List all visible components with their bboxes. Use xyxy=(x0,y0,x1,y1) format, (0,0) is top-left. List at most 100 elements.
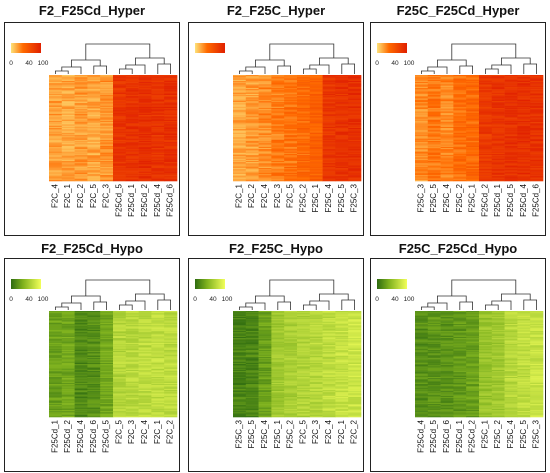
heatmap-cell xyxy=(440,143,454,145)
heatmap-cell xyxy=(100,339,114,341)
heatmap-cell xyxy=(138,100,152,103)
heatmap-cell xyxy=(74,129,88,131)
heatmap-cell xyxy=(271,371,285,373)
heatmap-cell xyxy=(87,109,101,111)
heatmap-cell xyxy=(61,91,75,93)
heatmap-cell xyxy=(245,166,259,169)
heatmap-cell xyxy=(125,126,139,129)
heatmap-cell xyxy=(427,143,441,145)
heatmap-cell xyxy=(100,378,114,380)
heatmap-cell xyxy=(440,119,454,122)
heatmap-cell xyxy=(284,129,298,131)
color-key-tick: 40 xyxy=(391,60,399,67)
heatmap-cell xyxy=(466,162,480,164)
heatmap-cell xyxy=(233,177,247,179)
heatmap-cell xyxy=(164,313,178,315)
heatmap-cell xyxy=(87,150,101,152)
heatmap-cell xyxy=(348,368,362,371)
heatmap-cell xyxy=(100,83,114,85)
heatmap-cell xyxy=(258,149,272,151)
heatmap-cell xyxy=(335,144,349,146)
heatmap-cell xyxy=(138,322,152,325)
heatmap-cell xyxy=(415,315,429,318)
heatmap-cell xyxy=(322,98,336,101)
heatmap-cell xyxy=(491,179,505,182)
heatmap-cell xyxy=(415,329,429,332)
heatmap-cell xyxy=(74,123,88,125)
heatmap-cell xyxy=(87,89,101,91)
heatmap-cell xyxy=(427,125,441,128)
heatmap-cell xyxy=(309,75,323,77)
heatmap-cell xyxy=(100,411,114,413)
heatmap-cell xyxy=(233,388,247,391)
heatmap-cell xyxy=(322,411,336,413)
heatmap-cell xyxy=(440,142,454,144)
heatmap-cell xyxy=(297,329,311,332)
heatmap-cell xyxy=(87,157,101,159)
heatmap-cell xyxy=(113,405,127,407)
heatmap-cell xyxy=(479,79,493,82)
heatmap-cell xyxy=(125,327,139,329)
heatmap-cell xyxy=(74,355,88,358)
heatmap-cell xyxy=(258,332,272,334)
heatmap-cell xyxy=(61,85,75,88)
heatmap-cell xyxy=(271,159,285,162)
heatmap-cell xyxy=(479,142,493,144)
heatmap-cell xyxy=(49,152,63,155)
heatmap-cell xyxy=(87,138,101,141)
heatmap-cell xyxy=(258,393,272,395)
heatmap-cell xyxy=(297,333,311,335)
heatmap-cell xyxy=(348,378,362,380)
heatmap-cell xyxy=(348,372,362,374)
heatmap-cell xyxy=(138,396,152,399)
heatmap-cell xyxy=(245,333,259,335)
heatmap-cell xyxy=(61,105,75,108)
heatmap-cell xyxy=(335,313,349,315)
heatmap-cell xyxy=(271,404,285,406)
heatmap-cell xyxy=(87,369,101,372)
heatmap-cell xyxy=(348,346,362,348)
heatmap-cell xyxy=(348,402,362,405)
heatmap-column xyxy=(335,75,349,182)
heatmap-cell xyxy=(440,396,454,399)
heatmap-cell xyxy=(284,128,298,130)
heatmap-cell xyxy=(125,388,139,391)
heatmap-cell xyxy=(453,379,467,381)
heatmap-cell xyxy=(284,332,298,334)
heatmap-cell xyxy=(74,119,88,122)
heatmap-cell xyxy=(87,408,101,411)
heatmap-cell xyxy=(125,152,139,155)
heatmap-cell xyxy=(348,369,362,372)
heatmap-cell xyxy=(504,91,518,93)
heatmap-cell xyxy=(138,375,152,378)
heatmap-cell xyxy=(530,95,544,97)
heatmap-cell xyxy=(245,315,259,318)
heatmap-cell xyxy=(233,160,247,163)
heatmap-cell xyxy=(297,327,311,329)
heatmap-cell xyxy=(297,115,311,117)
heatmap-cell xyxy=(491,95,505,97)
heatmap-cell xyxy=(348,99,362,102)
heatmap-cell xyxy=(271,345,285,347)
heatmap-cell xyxy=(138,320,152,322)
heatmap-cell xyxy=(453,157,467,159)
heatmap-cell xyxy=(284,87,298,90)
heatmap-cell xyxy=(348,351,362,353)
heatmap-cell xyxy=(271,413,285,415)
heatmap-cell xyxy=(440,145,454,148)
heatmap-cell xyxy=(479,119,493,122)
heatmap-cell xyxy=(245,381,259,384)
heatmap-cell xyxy=(466,150,480,152)
heatmap-cell xyxy=(100,90,114,92)
heatmap-cell xyxy=(504,155,518,157)
heatmap-cell xyxy=(138,143,152,145)
heatmap-cell xyxy=(322,95,336,97)
heatmap-cell xyxy=(258,99,272,102)
heatmap-cell xyxy=(309,316,323,319)
heatmap-cell xyxy=(427,111,441,113)
heatmap-cell xyxy=(74,388,88,391)
heatmap-cell xyxy=(309,138,323,141)
heatmap-cell xyxy=(87,160,101,163)
heatmap-cell xyxy=(427,84,441,86)
